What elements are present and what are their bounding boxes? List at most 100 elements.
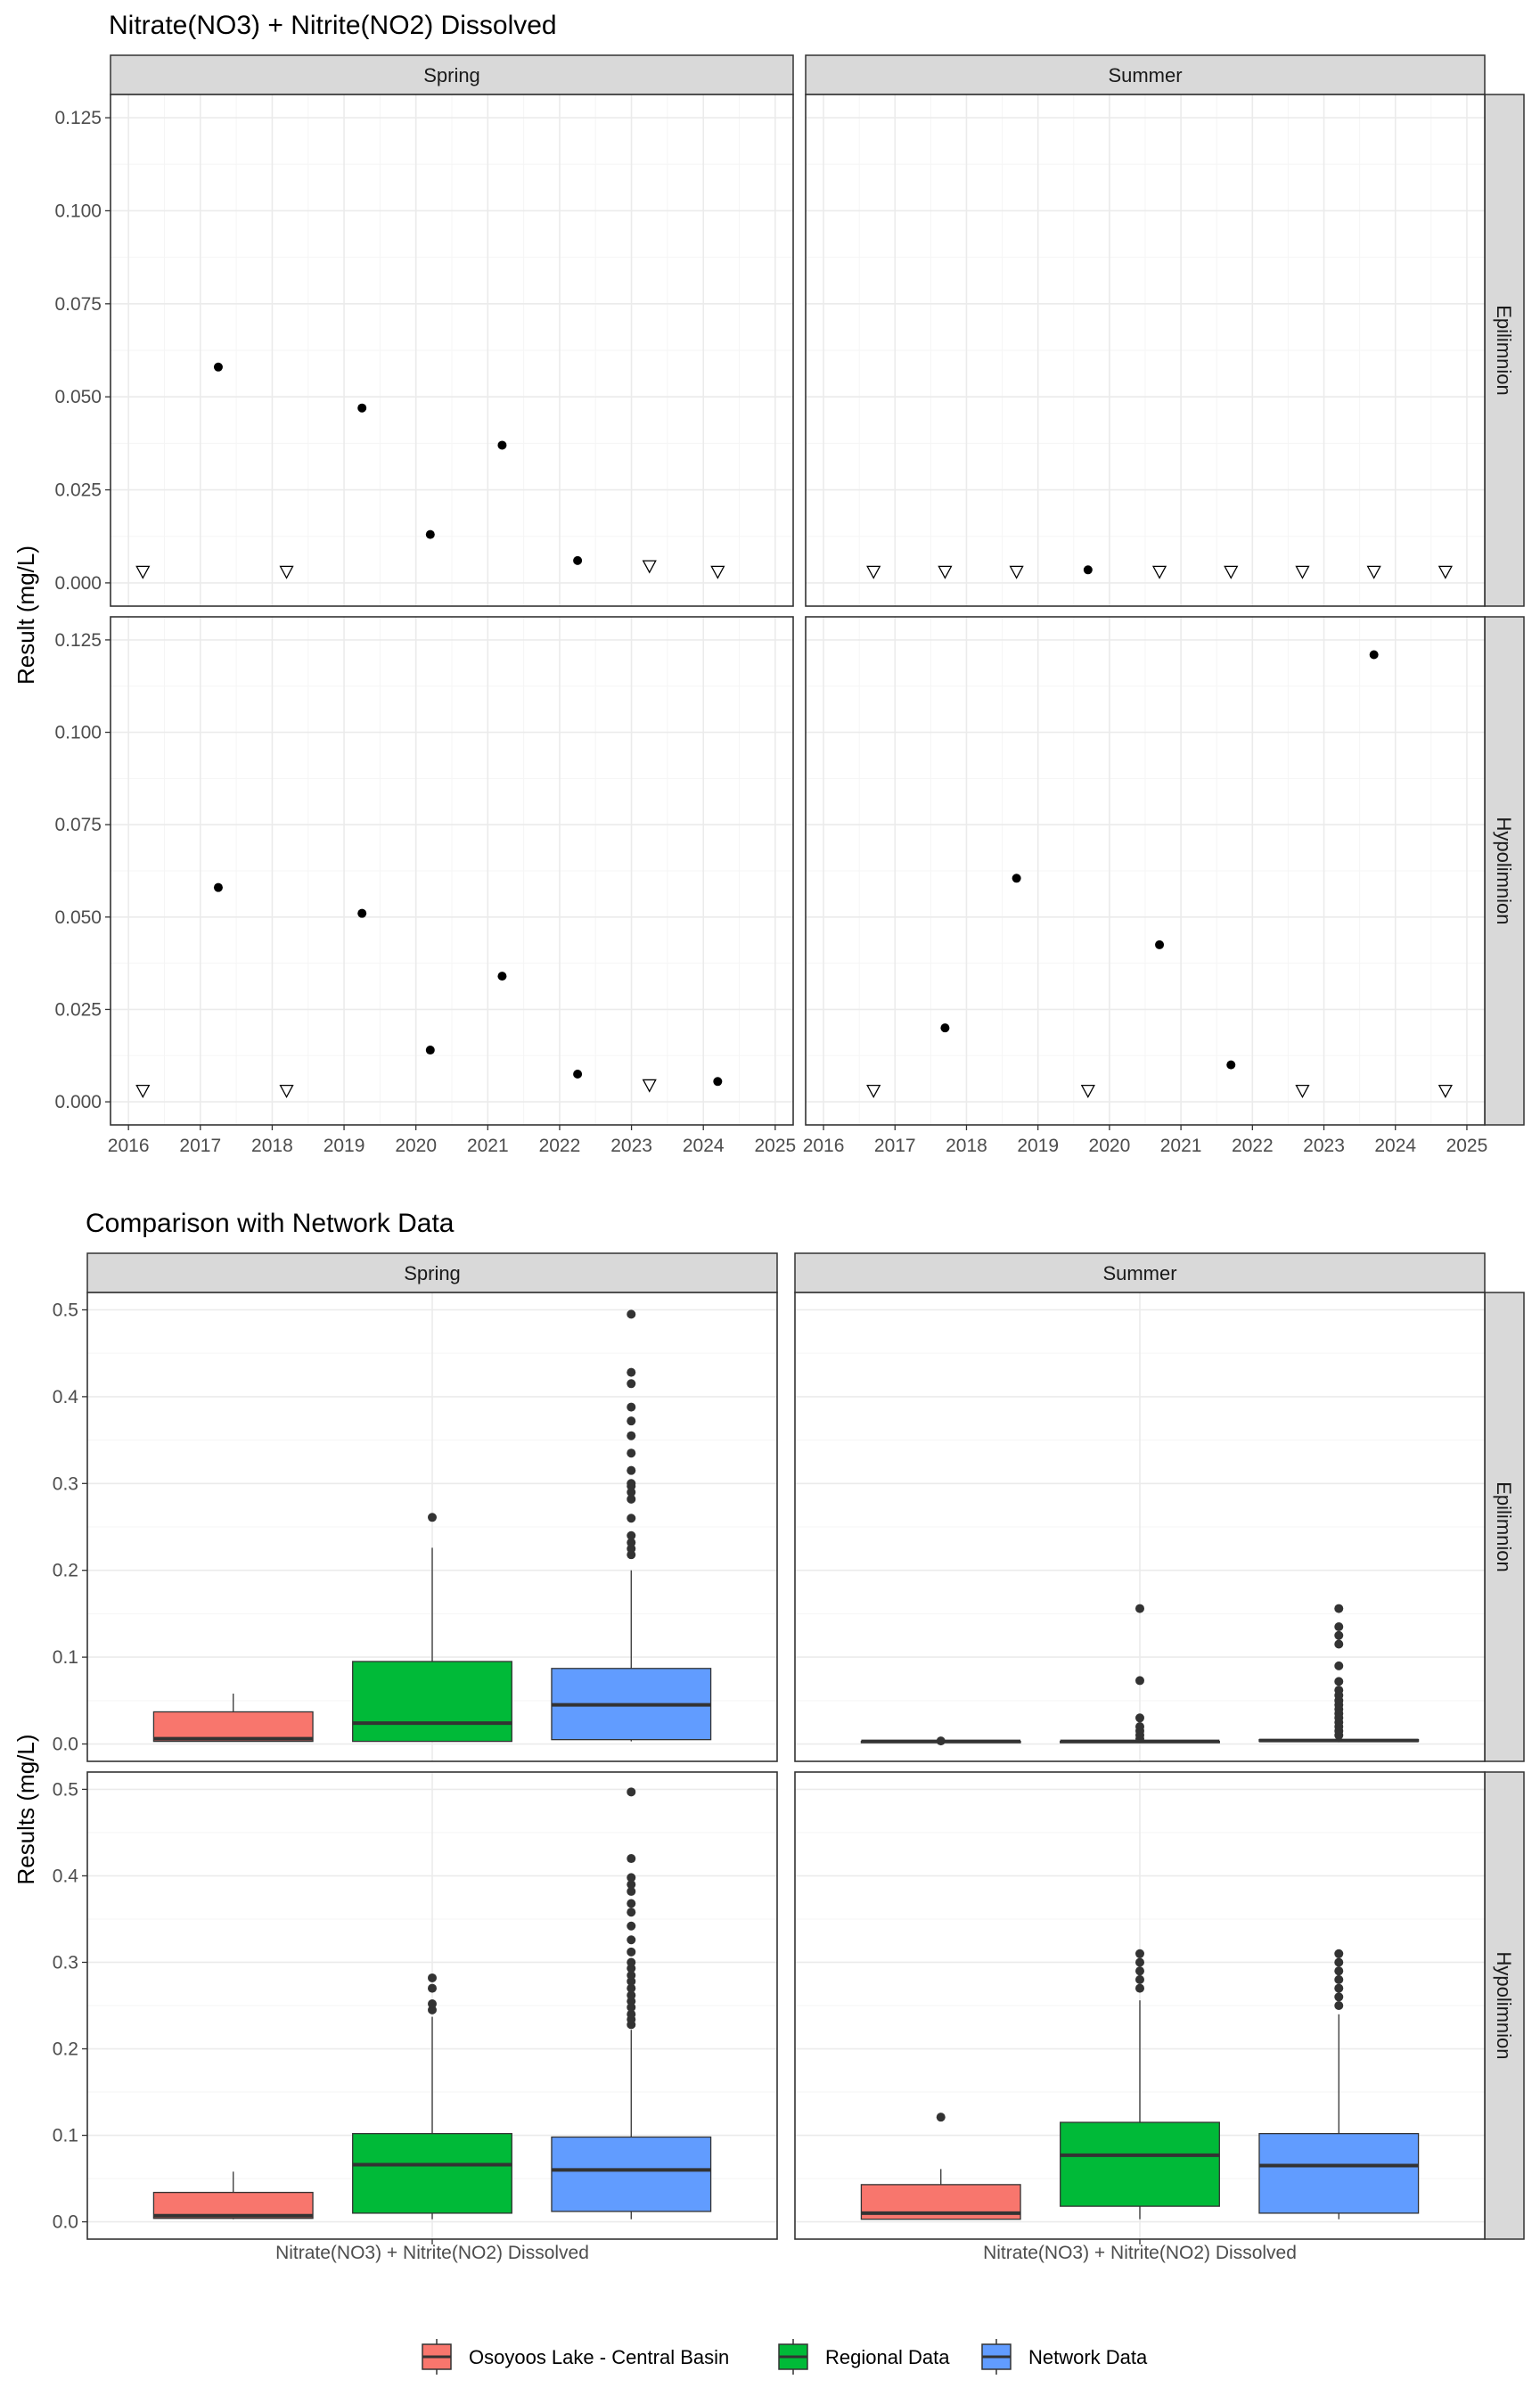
box-osoyoos-lake-central-basin (860, 1736, 1021, 1746)
chart1-strip-label-summer: Summer (1108, 64, 1182, 86)
panel-border (805, 94, 1486, 607)
x-tick-label: 2018 (251, 1136, 293, 1156)
outlier-point (1135, 1713, 1144, 1723)
outlier-point (627, 1448, 636, 1458)
below-detection-point (1295, 565, 1310, 579)
panel-border (110, 94, 794, 607)
box-osoyoos-lake-central-basin (860, 2113, 1021, 2220)
detected-point (425, 1046, 435, 1055)
outlier-point (1135, 1966, 1144, 1976)
chart2-y-axis-title: Results (mg/L) (12, 1734, 39, 1884)
y-tick-label: 0.3 (53, 1952, 78, 1973)
x-tick-label: 2023 (610, 1136, 652, 1156)
outlier-point (936, 1736, 946, 1746)
outlier-point (627, 1431, 636, 1440)
box-network-data (551, 1309, 712, 1742)
outlier-point (627, 1957, 636, 1967)
chart2-strip-label-spring: Spring (404, 1262, 461, 1284)
y-tick-label: 0.100 (54, 723, 102, 743)
chart2-panel-summer-epilimnion (794, 1292, 1486, 1762)
box-body (152, 1711, 314, 1743)
y-tick-label: 0.0 (53, 2212, 78, 2233)
x-tick-label: 2016 (108, 1136, 150, 1156)
below-detection-point (866, 1085, 881, 1099)
chart2-strip-label-summer: Summer (1102, 1262, 1176, 1284)
chart2-row-strip-epilimnion: Epilimnion (1484, 1292, 1525, 1762)
outlier-point (627, 1990, 636, 2000)
box-body (352, 1661, 512, 1743)
outlier-point (1334, 1992, 1344, 2002)
below-detection-point (642, 560, 657, 574)
y-tick-label: 0.000 (54, 573, 102, 594)
below-detection-point (1009, 565, 1024, 579)
outlier-point (428, 1983, 437, 1993)
outlier-point (428, 1999, 437, 2009)
detected-point (497, 972, 507, 981)
outlier-point (1135, 1949, 1144, 1958)
y-tick-label: 0.2 (53, 1561, 78, 1581)
y-tick-label: 0.025 (54, 480, 102, 501)
chart1-strip-label-epilimnion: Epilimnion (1493, 305, 1515, 396)
box-body (1060, 2121, 1220, 2207)
below-detection-point (1438, 565, 1453, 579)
outlier-point (627, 1983, 636, 1993)
detected-point (213, 882, 223, 892)
panel-border (110, 616, 794, 1126)
outlier-point (627, 1947, 636, 1957)
detected-point (1369, 650, 1379, 660)
x-tick-label: 2017 (874, 1136, 916, 1156)
chart1-column-strip-spring: Spring (110, 54, 794, 95)
legend-label-network: Network Data (1028, 2346, 1148, 2368)
chart1-panel-summer-hypolimnion (805, 616, 1486, 1126)
y-tick-label: 0.2 (53, 2039, 78, 2060)
detected-point (425, 529, 435, 539)
below-detection-point (642, 1079, 657, 1093)
chart2-strip-label-epilimnion: Epilimnion (1493, 1481, 1515, 1572)
x-tick-label: 2019 (1017, 1136, 1059, 1156)
outlier-point (627, 1514, 636, 1523)
outlier-point (1334, 1604, 1344, 1613)
box-osoyoos-lake-central-basin (152, 1694, 314, 1743)
detected-point (573, 1070, 583, 1079)
chart1-axes: 0.000 0.025 0.050 0.075 0.100 0.125 0.000 0.025… (54, 108, 1487, 1156)
x-tick-label-summer: Nitrate(NO3) + Nitrite(NO2) Dissolved (983, 2243, 1297, 2263)
y-tick-label: 0.3 (53, 1473, 78, 1494)
outlier-point (627, 1530, 636, 1540)
legend-label-regional: Regional Data (825, 2346, 950, 2368)
legend-item-network: Network Data (981, 2339, 1148, 2375)
outlier-point (1135, 1957, 1144, 1967)
box-regional-data (352, 1973, 512, 2220)
x-tick-label: 2020 (1089, 1136, 1131, 1156)
legend-item-osoyoos: Osoyoos Lake - Central Basin (422, 2339, 729, 2375)
panel-border (86, 1292, 778, 1762)
y-tick-label: 0.125 (54, 630, 102, 651)
outlier-point (627, 1465, 636, 1475)
below-detection-point (135, 565, 151, 579)
outlier-point (1334, 1957, 1344, 1967)
outlier-point (428, 1973, 437, 1982)
outlier-point (627, 1416, 636, 1426)
outlier-point (1135, 1722, 1144, 1732)
y-tick-label: 0.4 (53, 1866, 79, 1886)
outlier-point (1135, 1983, 1144, 1993)
outlier-point (428, 1513, 437, 1522)
legend-label-osoyoos: Osoyoos Lake - Central Basin (469, 2346, 729, 2368)
outlier-point (1334, 1630, 1344, 1640)
outlier-point (1334, 1686, 1344, 1695)
detected-point (1155, 940, 1165, 949)
chart2-strip-label-hypolimnion: Hypolimnion (1493, 1951, 1515, 2059)
x-tick-label: 2016 (803, 1136, 845, 1156)
box-body (1258, 2132, 1420, 2214)
panel-border (794, 1292, 1486, 1762)
box-network-data (1258, 1949, 1420, 2220)
y-tick-label: 0.1 (53, 2126, 78, 2146)
detected-point (573, 555, 583, 565)
outlier-point (627, 1935, 636, 1945)
detected-point (497, 440, 507, 450)
outlier-point (936, 2113, 946, 2122)
outlier-point (1334, 1983, 1344, 1993)
x-tick-label: 2024 (683, 1136, 725, 1156)
chart2-column-strip-spring: Spring (86, 1252, 778, 1293)
detected-point (713, 1077, 723, 1087)
chart2-axes: Nitrate(NO3) + Nitrite(NO2) Dissolved Ni… (53, 1300, 1297, 2263)
